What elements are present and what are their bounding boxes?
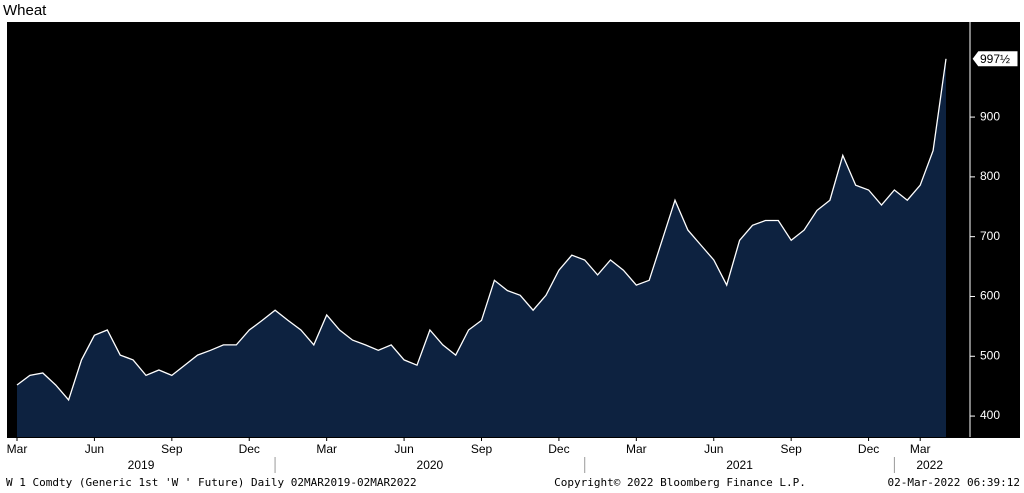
x-tick-label: Sep <box>161 442 183 456</box>
x-tick-label: Mar <box>626 442 647 456</box>
y-tick-label: 600 <box>980 289 1000 303</box>
area <box>17 58 946 438</box>
y-tick-label: 900 <box>980 109 1000 123</box>
x-tick-label: Jun <box>394 442 413 456</box>
year-label: 2021 <box>726 458 753 472</box>
line <box>16 58 947 402</box>
x-tick-label: Mar <box>910 442 931 456</box>
x-tick-label: Sep <box>471 442 493 456</box>
year-label: 2020 <box>417 458 444 472</box>
footer-left: W 1 Comdty (Generic 1st 'W ' Future) Dai… <box>6 476 417 489</box>
chart-title: Wheat <box>3 2 47 19</box>
value-label: 997½ <box>980 52 1010 66</box>
x-tick-label: Sep <box>780 442 802 456</box>
footer-right: 02-Mar-2022 06:39:12 <box>888 476 1020 489</box>
year-label: 2019 <box>128 458 155 472</box>
x-tick-label: Dec <box>548 442 569 456</box>
x-tick-label: Jun <box>85 442 104 456</box>
x-tick-label: Dec <box>239 442 260 456</box>
year-label: 2022 <box>916 458 943 472</box>
value-label-box <box>971 50 1019 68</box>
x-tick-label: Mar <box>7 442 28 456</box>
y-tick-label: 400 <box>980 408 1000 422</box>
footer-center: Copyright© 2022 Bloomberg Finance L.P. <box>554 476 806 489</box>
x-tick-label: Dec <box>858 442 879 456</box>
x-tick-label: Mar <box>316 442 337 456</box>
y-tick-label: 800 <box>980 169 1000 183</box>
y-tick-label: 700 <box>980 229 1000 243</box>
y-tick-label: 500 <box>980 348 1000 362</box>
x-tick-label: Jun <box>704 442 723 456</box>
